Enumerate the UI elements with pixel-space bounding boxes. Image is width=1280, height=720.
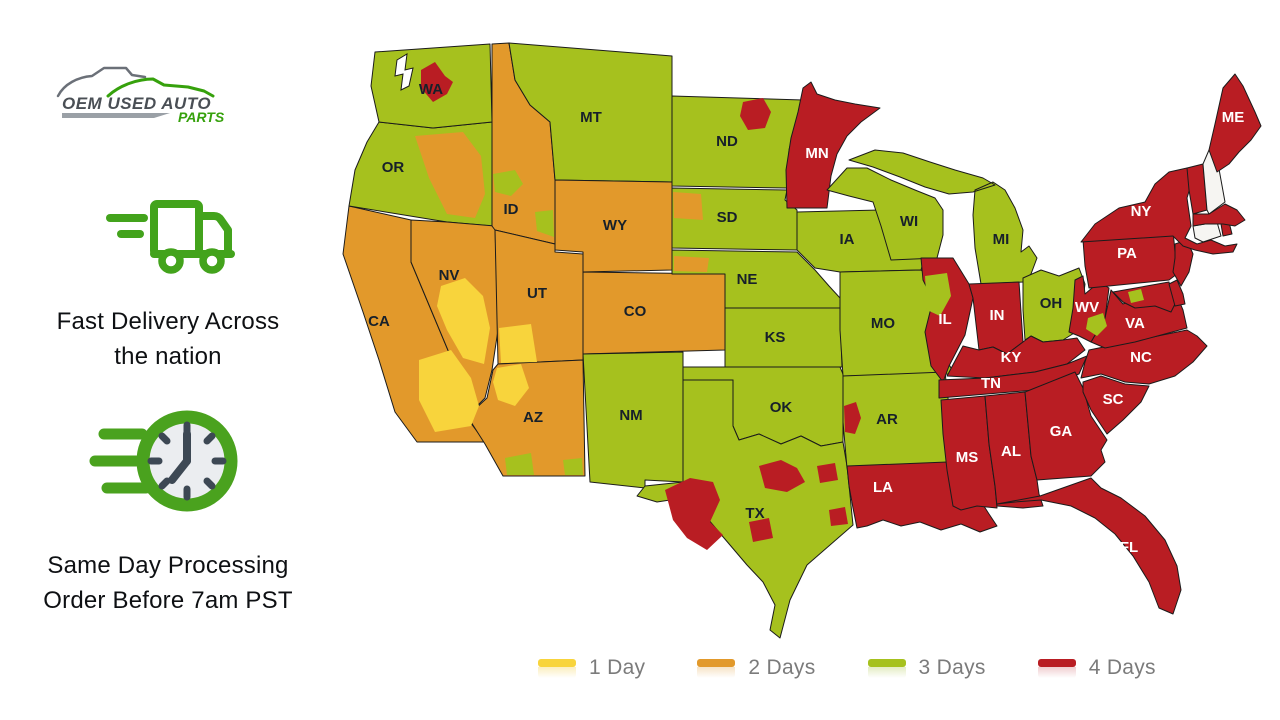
region-patch-va-north-dc (1128, 289, 1144, 303)
region-patch-nv-south (437, 278, 490, 364)
legend-item-2days: 2 Days (697, 656, 815, 680)
logo-swoosh (62, 113, 170, 118)
legend-swatch-1day (538, 658, 576, 678)
fast-delivery-line2: the nation (114, 343, 222, 370)
legend-item-4days: 4 Days (1037, 656, 1156, 680)
region-patch-va-west (1086, 313, 1107, 336)
company-logo: OEM USED AUTO PARTS (56, 66, 225, 125)
state-oh (1022, 267, 1086, 343)
legend-label-4days: 4 Days (1088, 656, 1156, 679)
region-patch-az-south-west (505, 453, 534, 475)
state-mt (508, 42, 673, 183)
state-mi (848, 149, 1038, 285)
state-ny (1080, 167, 1238, 255)
state-de (1168, 279, 1186, 307)
us-delivery-map: CA OR WA NV ID MT WY UT CO AZ NM ND SD NE KS OK TX MN IA MO… (335, 30, 1265, 640)
clock-icon (89, 410, 238, 512)
state-nd (671, 95, 804, 189)
region-patch-id-north (493, 170, 523, 196)
state-ma (1192, 203, 1246, 227)
state-vt (1186, 163, 1208, 215)
state-ga (1024, 371, 1108, 481)
same-day-line1: Same Day Processing (47, 552, 289, 579)
region-patch-ca-southeast (419, 350, 479, 432)
region-patch-tx-west (665, 478, 723, 550)
region-patch-tx-houston (829, 507, 848, 526)
region-patch-tx-east (817, 463, 838, 483)
state-in (968, 281, 1024, 355)
region-patch-wa-seattle (421, 62, 453, 102)
region-patch-id-southeast (535, 210, 554, 237)
region-patch-ut-southwest (499, 324, 537, 363)
state-nm (582, 351, 684, 489)
logo-text-parts: PARTS (178, 109, 225, 125)
state-nc (1080, 329, 1208, 385)
legend-swatch-3days (867, 658, 906, 678)
fast-delivery-text: Fast Delivery Across the nation (8, 304, 328, 374)
legend-label-2days: 2 Days (748, 656, 816, 679)
legend-item-3days: 3 Days (867, 656, 986, 680)
state-ks (724, 307, 843, 368)
legend-swatch-2days (697, 658, 736, 678)
logo-truck-icon (56, 66, 215, 98)
truck-icon (106, 200, 235, 274)
same-day-line2: Order Before 7am PST (43, 587, 293, 614)
region-patch-or-east (415, 132, 485, 218)
region-patch-az-northwest (493, 364, 529, 406)
legend-swatch-4days (1037, 658, 1076, 678)
state-mn (785, 81, 881, 209)
map-legend: 1 Day 2 Days 3 Days 4 Days (538, 656, 1156, 680)
state-wi (826, 167, 944, 261)
region-patch-il-west (925, 273, 951, 316)
logo-text-main: OEM USED AUTO (62, 94, 211, 113)
legend-label-1day: 1 Day (589, 656, 646, 679)
region-patch-ar-west (844, 402, 861, 434)
region-patch-tx-central-north (759, 460, 805, 492)
region-patch-az-south-east (563, 458, 583, 475)
state-sc (1082, 375, 1150, 435)
same-day-processing-text: Same Day Processing Order Before 7am PST (8, 548, 328, 618)
state-me (1208, 73, 1262, 173)
state-co (582, 271, 726, 355)
region-patch-nd-northwest (740, 98, 771, 130)
region-patch-ne-west (674, 256, 709, 272)
region-patch-sd-west (673, 192, 703, 220)
region-patch-tx-south-central (749, 518, 773, 542)
state-fl (996, 477, 1182, 615)
legend-label-3days: 3 Days (918, 656, 986, 679)
puget-sound-water (394, 53, 414, 91)
legend-item-1day: 1 Day (538, 656, 645, 680)
fast-delivery-line1: Fast Delivery Across (56, 308, 280, 335)
